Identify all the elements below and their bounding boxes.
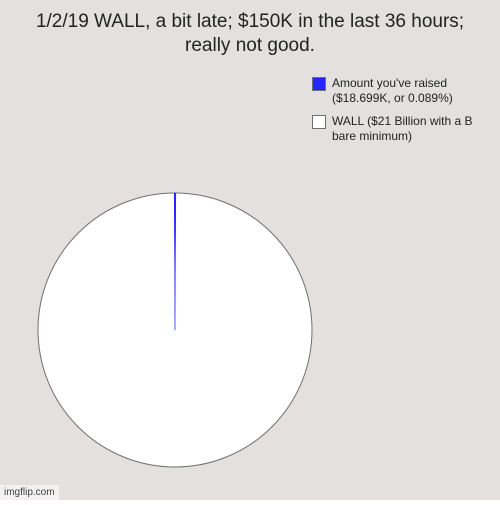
pie-chart [0,0,500,505]
chart-container: 1/2/19 WALL, a bit late; $150K in the la… [0,0,500,500]
watermark: imgflip.com [0,485,59,500]
